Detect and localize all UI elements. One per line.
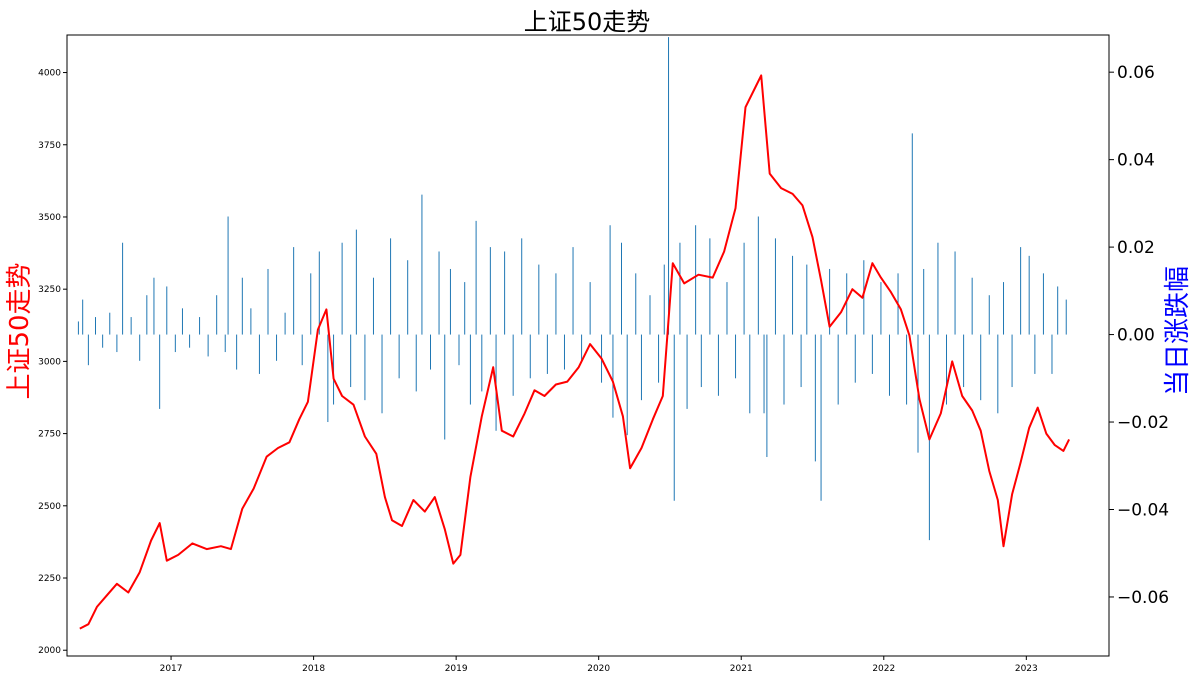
y2-axis: 0.06 0.04 0.02 0.00 −0.02 −0.04 −0.06 bbox=[1109, 63, 1169, 608]
plot-layer bbox=[77, 37, 1070, 630]
chart-title: 上证50走势 bbox=[524, 8, 651, 36]
x-axis: 2017 2018 2019 2020 2021 2022 2023 bbox=[160, 656, 1038, 674]
y-tick-label: 3250 bbox=[38, 285, 61, 295]
y-tick-label: 2000 bbox=[38, 646, 61, 656]
y-tick-label: 3500 bbox=[38, 213, 61, 223]
x-tick-label: 2017 bbox=[160, 664, 183, 674]
price-line bbox=[79, 74, 1070, 630]
y2-tick-label: −0.06 bbox=[1117, 588, 1169, 608]
y-tick-label: 2750 bbox=[38, 430, 61, 440]
y-axis: 2000 2250 2500 2750 3000 3250 3500 3750 4000 bbox=[38, 69, 67, 656]
y-axis-label: 上证50走势 bbox=[5, 262, 35, 399]
y-tick-label: 2500 bbox=[38, 502, 61, 512]
y-tick-label: 2250 bbox=[38, 574, 61, 584]
y-tick-label: 3750 bbox=[38, 141, 61, 151]
y2-tick-label: −0.04 bbox=[1117, 500, 1169, 520]
y2-tick-label: 0.04 bbox=[1117, 151, 1155, 171]
x-tick-label: 2023 bbox=[1015, 664, 1038, 674]
x-tick-label: 2021 bbox=[730, 664, 753, 674]
x-tick-label: 2022 bbox=[872, 664, 895, 674]
y2-tick-label: 0.02 bbox=[1117, 238, 1155, 258]
y2-tick-label: 0.06 bbox=[1117, 63, 1155, 83]
y-tick-label: 4000 bbox=[38, 69, 61, 79]
x-tick-label: 2019 bbox=[445, 664, 468, 674]
y-tick-label: 3000 bbox=[38, 357, 61, 367]
x-tick-label: 2020 bbox=[587, 664, 610, 674]
x-tick-label: 2018 bbox=[302, 664, 325, 674]
y2-tick-label: 0.00 bbox=[1117, 326, 1155, 346]
y2-tick-label: −0.02 bbox=[1117, 413, 1169, 433]
plot-frame bbox=[66, 34, 1110, 657]
y2-axis-label: 当日涨跌幅 bbox=[1163, 266, 1193, 396]
